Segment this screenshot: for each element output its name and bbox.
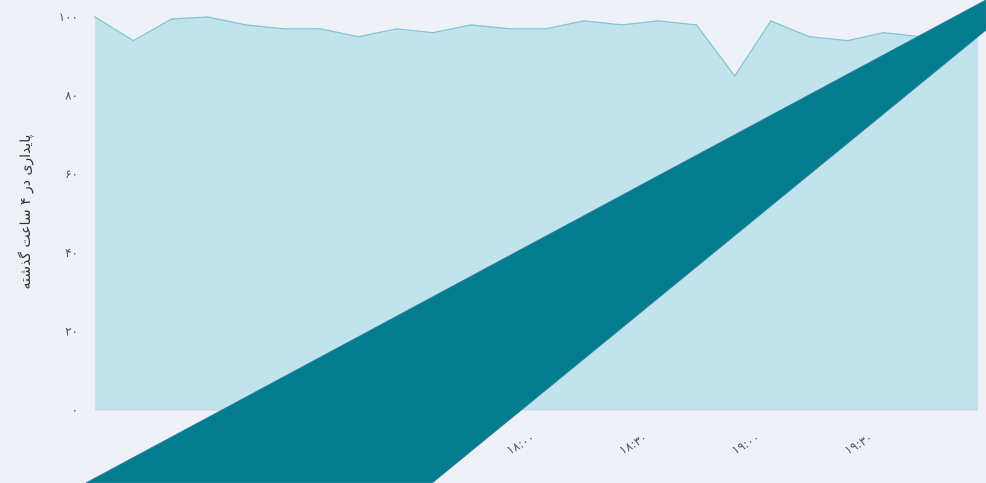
data-point-20 bbox=[846, 39, 849, 42]
x-tick-label: ۱۸:۰۰ bbox=[504, 430, 537, 457]
data-point-15 bbox=[657, 20, 659, 22]
data-point-7 bbox=[357, 35, 360, 38]
x-tick-label: ۱۹:۰۰ bbox=[729, 430, 762, 457]
data-point-19 bbox=[808, 35, 810, 38]
y-tick-label: ۰ bbox=[72, 403, 78, 417]
diagonal-overlay-shape bbox=[85, 0, 986, 483]
y-tick-label: ۲۰ bbox=[65, 324, 78, 338]
data-point-16 bbox=[695, 24, 698, 26]
y-tick-label: ۶۰ bbox=[65, 167, 78, 181]
y-tick-label: ۴۰ bbox=[65, 246, 78, 260]
data-point-13 bbox=[583, 20, 585, 22]
data-point-14 bbox=[621, 24, 623, 26]
series-area-fill bbox=[95, 17, 978, 410]
y-tick-label: ۸۰ bbox=[65, 89, 78, 103]
data-point-3 bbox=[206, 16, 209, 18]
data-point-4 bbox=[245, 24, 247, 26]
data-point-17 bbox=[733, 75, 736, 77]
data-point-6 bbox=[319, 28, 322, 30]
x-tick-label: ۱۹:۳۰ bbox=[842, 430, 875, 457]
y-tick-label: ۱۰۰ bbox=[59, 10, 78, 24]
data-point-12 bbox=[544, 28, 547, 30]
data-point-0 bbox=[94, 16, 96, 18]
x-tick-label: ۱۸:۳۰ bbox=[617, 430, 650, 457]
data-point-9 bbox=[432, 31, 434, 34]
data-point-11 bbox=[508, 28, 511, 30]
y-axis-title: پایداری در ۴ ساعت گذشته bbox=[17, 134, 34, 289]
y-tick-labels: ۰ ۲۰ ۴۰ ۶۰ ۸۰ ۱۰۰ bbox=[59, 10, 78, 417]
data-point-2 bbox=[170, 18, 173, 20]
data-point-1 bbox=[132, 39, 135, 42]
data-point-18 bbox=[770, 20, 772, 22]
data-point-8 bbox=[396, 28, 398, 30]
data-point-5 bbox=[283, 28, 286, 30]
series-area-layer bbox=[94, 16, 979, 410]
data-point-21 bbox=[882, 31, 885, 34]
data-point-10 bbox=[470, 24, 473, 26]
